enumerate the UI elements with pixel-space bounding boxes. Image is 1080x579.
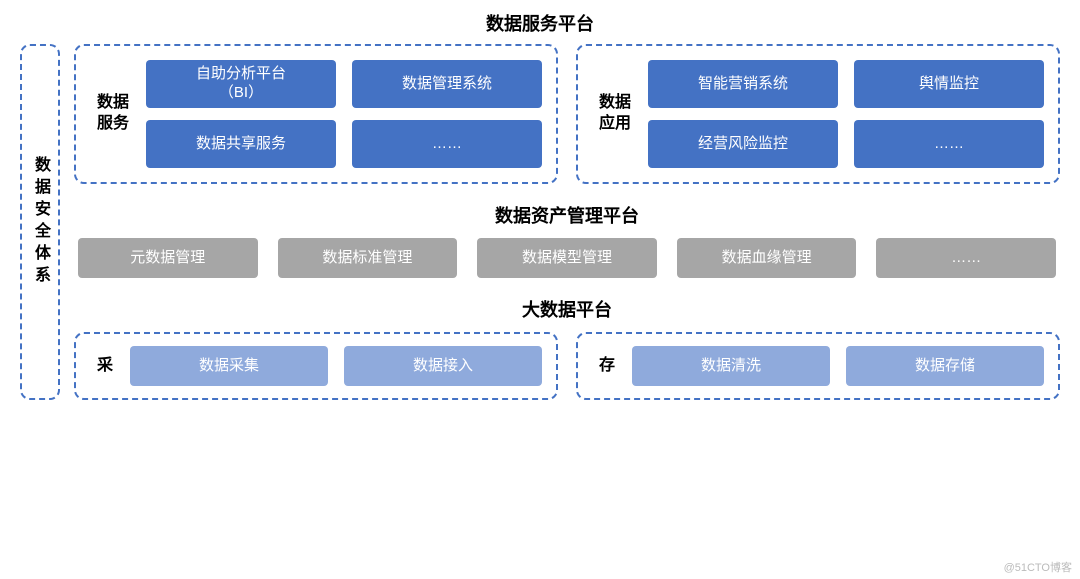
section3-title: 大数据平台 — [74, 296, 1060, 322]
box-bi: 自助分析平台 （BI） — [146, 60, 336, 108]
box-standard: 数据标准管理 — [278, 238, 458, 278]
service-platform-row: 数据 服务 自助分析平台 （BI） 数据管理系统 数据共享服务 …… 数据 应用… — [74, 44, 1060, 184]
collect-label: 采 — [90, 356, 120, 377]
box-store: 数据存储 — [846, 346, 1044, 386]
box-data-mgmt: 数据管理系统 — [352, 60, 542, 108]
data-app-grid: 智能营销系统 舆情监控 经营风险监控 …… — [648, 60, 1044, 168]
box-model: 数据模型管理 — [477, 238, 657, 278]
watermark: @51CTO博客 — [1004, 559, 1072, 575]
store-grid: 数据清洗 数据存储 — [632, 346, 1044, 386]
outer-row: 数据安全体系 数据 服务 自助分析平台 （BI） 数据管理系统 数据共享服务 …… — [20, 44, 1060, 400]
box-ingest: 数据接入 — [344, 346, 542, 386]
collect-grid: 数据采集 数据接入 — [130, 346, 542, 386]
collect-panel: 采 数据采集 数据接入 — [74, 332, 558, 400]
bigdata-row: 采 数据采集 数据接入 存 数据清洗 数据存储 — [74, 332, 1060, 400]
section2-title: 数据资产管理平台 — [74, 202, 1060, 228]
store-label: 存 — [592, 356, 622, 377]
sidebar-security: 数据安全体系 — [20, 44, 60, 400]
box-metadata: 元数据管理 — [78, 238, 258, 278]
data-service-panel: 数据 服务 自助分析平台 （BI） 数据管理系统 数据共享服务 …… — [74, 44, 558, 184]
box-clean: 数据清洗 — [632, 346, 830, 386]
box-opinion: 舆情监控 — [854, 60, 1044, 108]
box-collect: 数据采集 — [130, 346, 328, 386]
content-column: 数据 服务 自助分析平台 （BI） 数据管理系统 数据共享服务 …… 数据 应用… — [74, 44, 1060, 400]
data-app-panel: 数据 应用 智能营销系统 舆情监控 经营风险监控 …… — [576, 44, 1060, 184]
data-service-label: 数据 服务 — [90, 93, 136, 135]
box-app-more: …… — [854, 120, 1044, 168]
data-service-grid: 自助分析平台 （BI） 数据管理系统 数据共享服务 …… — [146, 60, 542, 168]
asset-row: 元数据管理 数据标准管理 数据模型管理 数据血缘管理 …… — [74, 238, 1060, 278]
box-lineage: 数据血缘管理 — [677, 238, 857, 278]
box-service-more: …… — [352, 120, 542, 168]
box-data-share: 数据共享服务 — [146, 120, 336, 168]
box-asset-more: …… — [876, 238, 1056, 278]
section1-title: 数据服务平台 — [20, 10, 1060, 36]
box-marketing: 智能营销系统 — [648, 60, 838, 108]
box-risk: 经营风险监控 — [648, 120, 838, 168]
data-app-label: 数据 应用 — [592, 93, 638, 135]
store-panel: 存 数据清洗 数据存储 — [576, 332, 1060, 400]
